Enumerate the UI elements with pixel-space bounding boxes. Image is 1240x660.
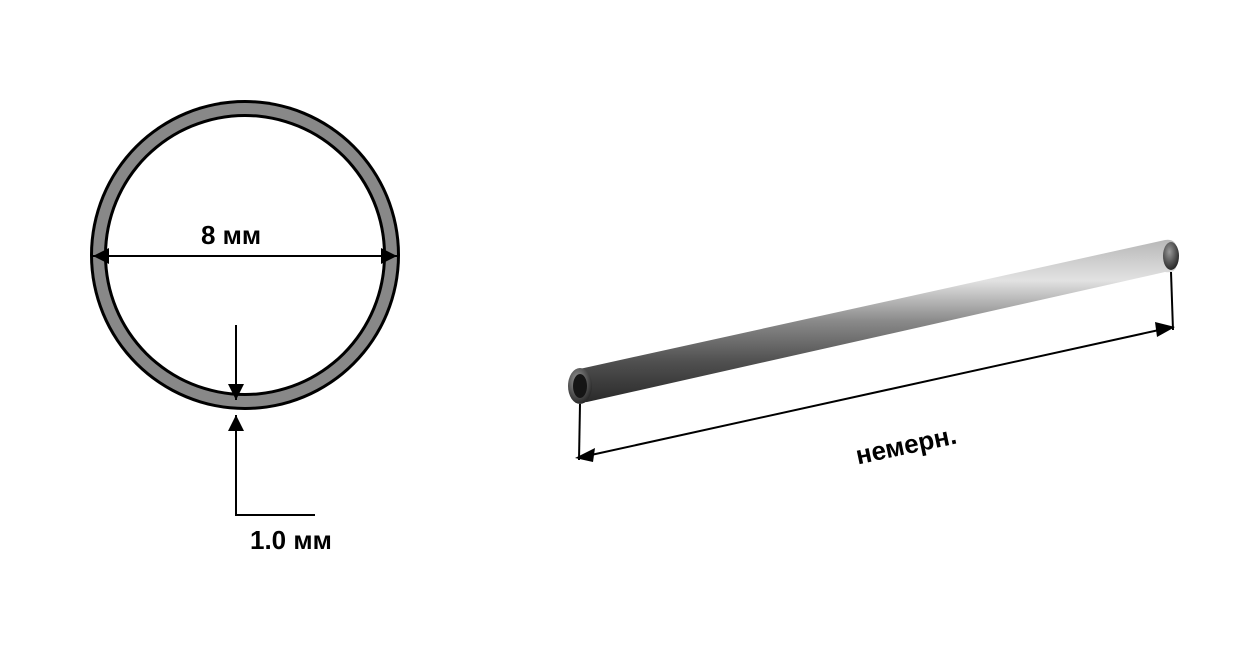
diameter-arrow-left-icon	[93, 248, 109, 264]
thickness-arrowhead-down-icon	[228, 384, 244, 400]
diameter-arrow-right-icon	[381, 248, 397, 264]
cross-section-view: 8 мм 1.0 мм	[75, 100, 425, 560]
extension-line-left	[579, 404, 580, 460]
diameter-label: 8 мм	[195, 220, 267, 251]
side-view	[555, 180, 1195, 530]
tube-far-cap	[1163, 242, 1179, 270]
diameter-dimension-line	[93, 255, 397, 257]
thickness-label: 1.0 мм	[250, 525, 332, 556]
extension-line-right	[1171, 272, 1173, 330]
length-arrow-left-icon	[575, 448, 595, 462]
tube-3d-render	[555, 180, 1195, 530]
thickness-leader-line	[235, 514, 315, 516]
thickness-arrowhead-up-icon	[228, 415, 244, 431]
tube-near-cap-bore	[573, 374, 587, 398]
tube-body	[573, 240, 1177, 402]
